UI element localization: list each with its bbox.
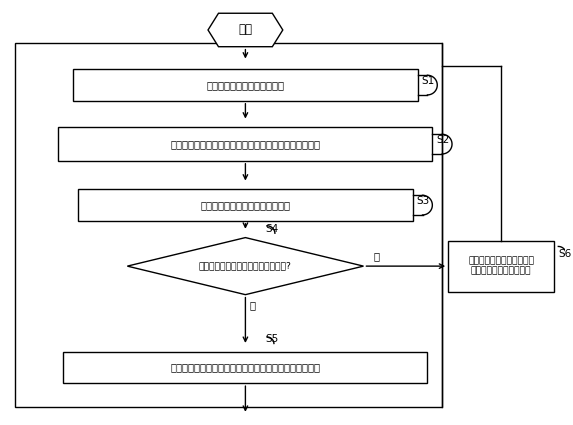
Text: 按照信号调整逻辑调整气流
声音信号或第一点火阈值: 按照信号调整逻辑调整气流 声音信号或第一点火阈值	[468, 256, 534, 276]
Text: 开始: 开始	[238, 23, 252, 37]
FancyBboxPatch shape	[78, 190, 413, 221]
Text: 是: 是	[249, 300, 256, 311]
FancyBboxPatch shape	[58, 128, 433, 161]
FancyBboxPatch shape	[64, 352, 427, 383]
Text: 检测气流，得到气流声音信号: 检测气流，得到气流声音信号	[206, 80, 284, 90]
Text: 分析处理时段的数字音频检测信号: 分析处理时段的数字音频检测信号	[201, 200, 291, 210]
Text: 所述音频检测信号是否符合处理精度?: 所述音频检测信号是否符合处理精度?	[199, 262, 292, 271]
Text: 否: 否	[374, 251, 379, 261]
FancyBboxPatch shape	[448, 241, 554, 292]
Text: S1: S1	[422, 76, 435, 86]
Text: S3: S3	[417, 196, 430, 206]
Text: S5: S5	[265, 334, 278, 344]
Polygon shape	[208, 13, 283, 47]
FancyBboxPatch shape	[15, 43, 442, 407]
Text: 按照控制逻辑输出点火启动控制信号或点火关断控制信号: 按照控制逻辑输出点火启动控制信号或点火关断控制信号	[170, 363, 320, 372]
Text: S4: S4	[265, 224, 278, 234]
Text: S6: S6	[558, 249, 571, 259]
Text: S2: S2	[436, 135, 450, 145]
Polygon shape	[127, 238, 363, 295]
Text: 对气流声音信号进行采样，得到对应的数字音频检测信号: 对气流声音信号进行采样，得到对应的数字音频检测信号	[170, 139, 320, 149]
FancyBboxPatch shape	[73, 69, 418, 101]
